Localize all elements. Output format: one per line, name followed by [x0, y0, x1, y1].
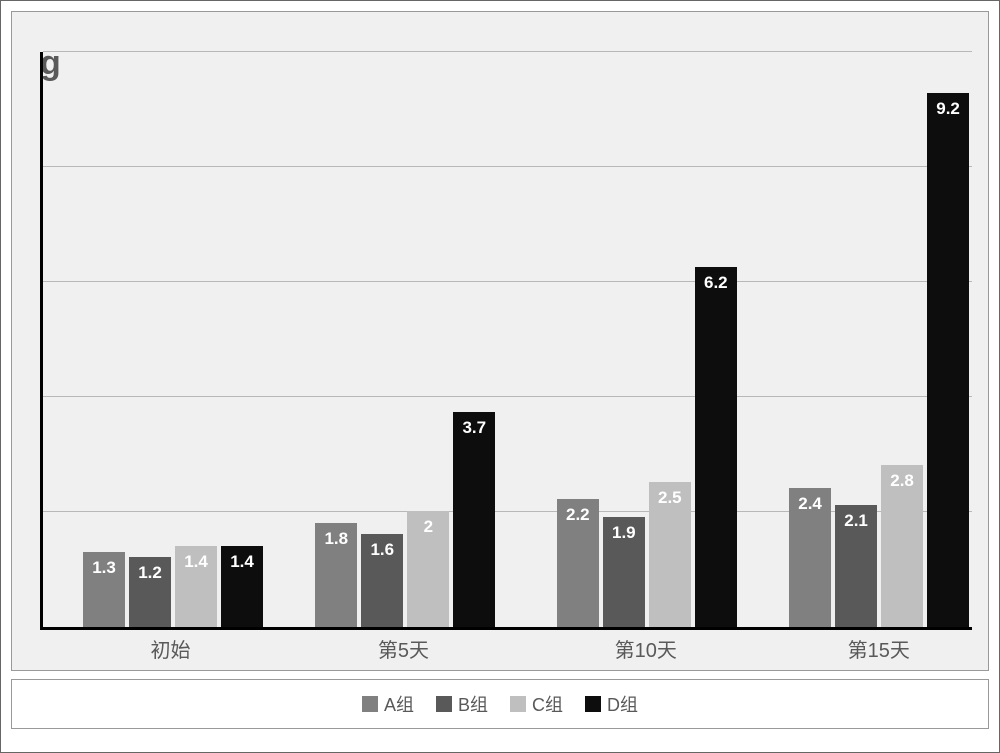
x-axis-labels: 初始 第5天 第10天 第15天: [40, 634, 972, 662]
bar-group: 2.21.92.5 6.2: [554, 267, 740, 627]
bar-value-label: 9.2: [927, 99, 969, 119]
legend-label: A组: [384, 691, 414, 717]
bar: 1.4: [221, 546, 263, 627]
bar-value-label: 3.7: [453, 418, 495, 438]
bar-value-label: 1.3: [83, 558, 125, 578]
bar: 3.7: [453, 412, 495, 627]
chart-plot-area: g 1.31.21.41.41.81.623.72.21.92.56.22.42…: [11, 11, 989, 671]
bar: 1.6: [361, 534, 403, 627]
x-category-label: 初始: [77, 634, 263, 663]
x-category-label: 第15天: [786, 634, 972, 663]
bar-value-label: 2.1: [835, 511, 877, 531]
legend-item: B组: [436, 691, 488, 717]
bar-group: 2.42.12.8 9.2: [786, 93, 972, 627]
legend-item: A组: [362, 691, 414, 717]
bar: 2.1: [835, 505, 877, 627]
legend-swatch: [510, 696, 526, 712]
bar: 1.8: [315, 523, 357, 627]
gridline: [43, 51, 972, 52]
bar: 2.8: [881, 465, 923, 627]
bar: 2.5: [649, 482, 691, 627]
legend-swatch: [436, 696, 452, 712]
bar-value-label: 1.6: [361, 540, 403, 560]
legend-item: D组: [585, 691, 638, 717]
x-category-label: 第10天: [553, 634, 739, 663]
legend-swatch: [585, 696, 601, 712]
bar-value-label: 2.5: [649, 488, 691, 508]
chart-frame: g 1.31.21.41.41.81.623.72.21.92.56.22.42…: [0, 0, 1000, 753]
bar: 9.2: [927, 93, 969, 627]
bar-group: 1.81.62 3.7: [312, 412, 498, 627]
legend-label: B组: [458, 691, 488, 717]
bar-value-label: 2.8: [881, 471, 923, 491]
bar-group: 1.31.21.41.4: [80, 546, 266, 627]
bar-value-label: 1.4: [175, 552, 217, 572]
bar-value-label: 2: [407, 517, 449, 537]
bar-value-label: 1.2: [129, 563, 171, 583]
bar: 2.2: [557, 499, 599, 627]
bar: 1.9: [603, 517, 645, 627]
bar: 1.2: [129, 557, 171, 627]
x-category-label: 第5天: [310, 634, 496, 663]
bar-value-label: 1.9: [603, 523, 645, 543]
bar-value-label: 1.8: [315, 529, 357, 549]
bar-value-label: 1.4: [221, 552, 263, 572]
legend-label: C组: [532, 691, 563, 717]
legend-swatch: [362, 696, 378, 712]
bar: 6.2: [695, 267, 737, 627]
legend-item: C组: [510, 691, 563, 717]
bar-value-label: 2.2: [557, 505, 599, 525]
bar: 1.3: [83, 552, 125, 627]
plot-region: 1.31.21.41.41.81.623.72.21.92.56.22.42.1…: [40, 52, 972, 630]
bar: 1.4: [175, 546, 217, 627]
legend: A组 B组 C组 D组: [11, 679, 989, 729]
bar-value-label: 2.4: [789, 494, 831, 514]
legend-label: D组: [607, 691, 638, 717]
bar-value-label: 6.2: [695, 273, 737, 293]
bar: 2: [407, 511, 449, 627]
bar: 2.4: [789, 488, 831, 627]
